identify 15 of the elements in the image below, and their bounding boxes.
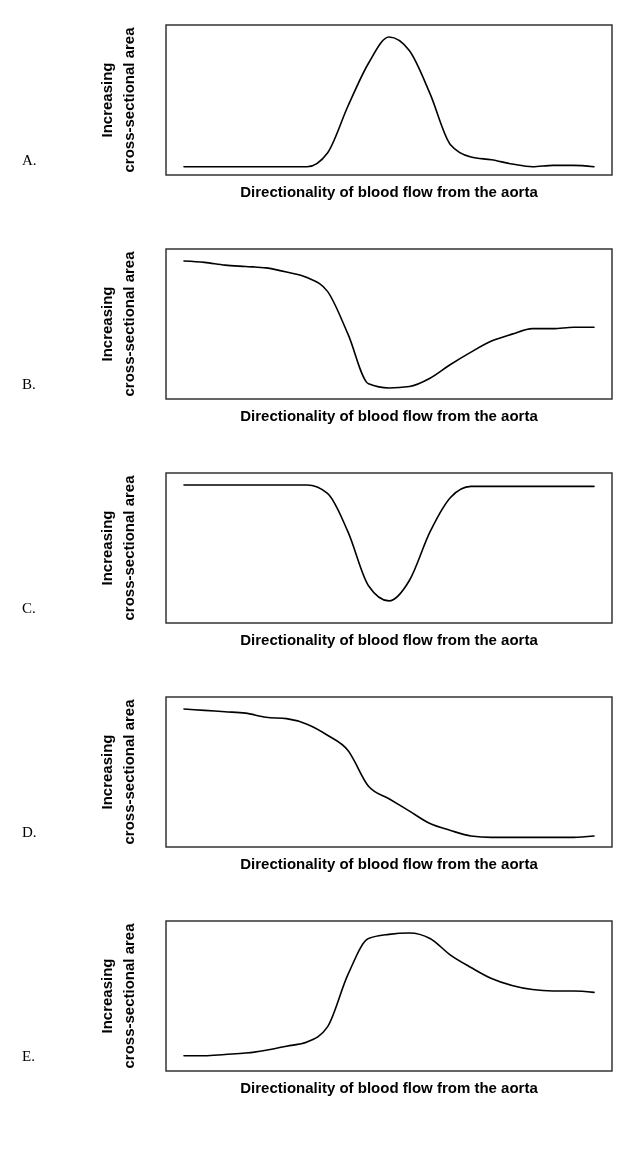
text: A. [22, 152, 37, 168]
text: C. [22, 600, 36, 616]
x-axis-title: Directionality of blood flow from the aorta [240, 407, 539, 424]
y-axis-title: Increasing cross-sectional area [98, 698, 137, 845]
x-axis-title: Directionality of blood flow from the aorta [240, 1079, 539, 1096]
y-axis-title: Increasing cross-sectional area [98, 26, 137, 173]
x-axis-title: Directionality of blood flow from the aorta [240, 855, 539, 872]
y-axis-title: Increasing cross-sectional area [98, 922, 137, 1069]
text: D. [22, 824, 37, 840]
text: E. [22, 1048, 35, 1064]
y-axis-title: Increasing cross-sectional area [98, 474, 137, 621]
y-axis-title: Increasing cross-sectional area [98, 250, 137, 397]
x-axis-title: Directionality of blood flow from the aorta [240, 183, 539, 200]
text: B. [22, 376, 36, 392]
x-axis-title: Directionality of blood flow from the aorta [240, 631, 539, 648]
